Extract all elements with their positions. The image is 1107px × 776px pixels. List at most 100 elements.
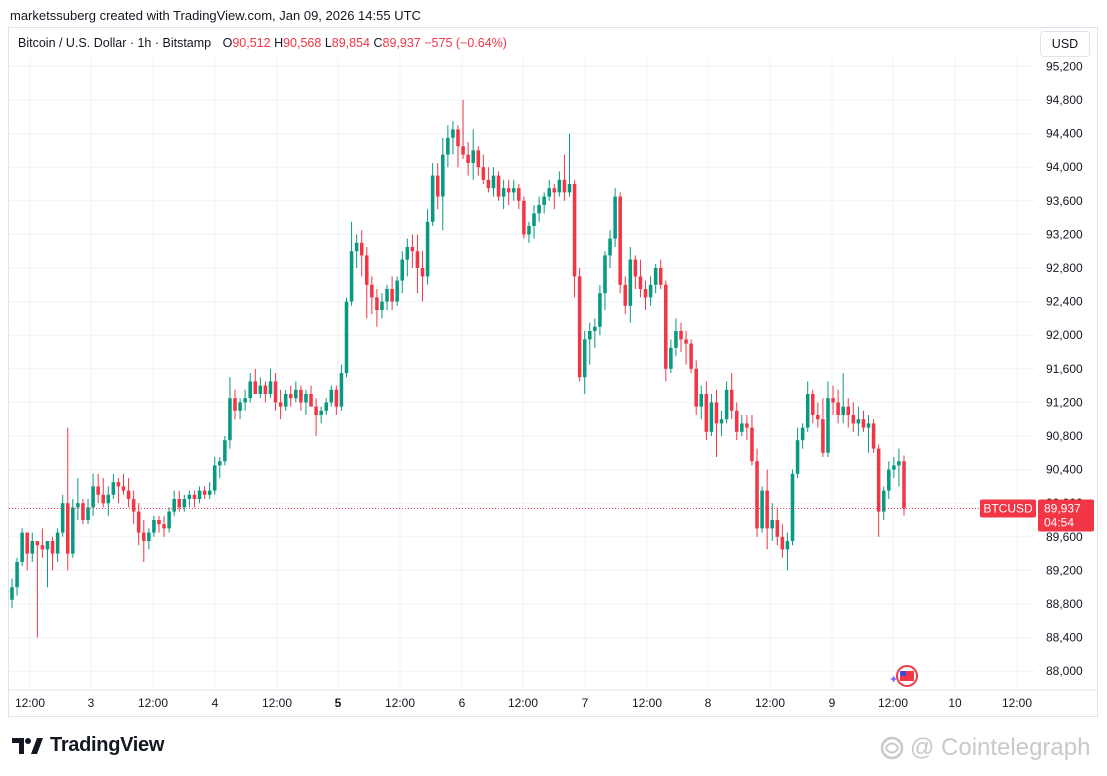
- open-value: 90,512: [232, 36, 271, 50]
- candle-body: [532, 213, 536, 226]
- candle-body: [253, 381, 258, 394]
- low-label: L: [324, 36, 332, 50]
- candle-body: [582, 339, 587, 378]
- x-tick-label: 8: [705, 696, 712, 710]
- currency-button[interactable]: USD: [1040, 31, 1090, 57]
- close-label: C: [373, 36, 383, 50]
- low-value: 89,854: [331, 36, 370, 50]
- candle-body: [329, 389, 334, 403]
- candle-body: [755, 461, 759, 529]
- candle-body: [15, 562, 19, 588]
- candle-body: [415, 251, 420, 268]
- candle-body: [349, 251, 354, 302]
- candle-body: [96, 486, 100, 495]
- candle-body: [618, 196, 622, 285]
- candle-body: [709, 402, 714, 432]
- candle-body: [704, 394, 709, 432]
- candle-body: [856, 419, 861, 424]
- candle-body: [785, 541, 790, 550]
- candle-body: [50, 541, 55, 554]
- candle-body: [25, 532, 29, 554]
- candle-body: [91, 486, 95, 508]
- candle-body: [638, 276, 643, 289]
- candle-body: [648, 284, 653, 298]
- candle-body: [572, 184, 577, 277]
- price-tag-countdown: 04:54: [1044, 515, 1074, 529]
- y-tick-label: 89,600: [1046, 530, 1083, 544]
- tradingview-logo[interactable]: TradingView: [12, 734, 164, 757]
- ohlc-values: O90,512 H90,568 L89,854 C89,937 −575 (−0…: [223, 36, 507, 50]
- candle-body: [496, 175, 501, 197]
- open-label: O: [222, 36, 233, 50]
- candle-body: [207, 490, 212, 495]
- candle-body: [689, 343, 693, 369]
- symbol-tag-label: BTCUSD: [983, 501, 1033, 515]
- candle-body: [628, 259, 633, 306]
- candle-body: [608, 238, 612, 256]
- candle-body: [441, 154, 445, 197]
- candle-body: [147, 532, 151, 541]
- candle-body: [851, 415, 856, 424]
- candle-body: [740, 423, 744, 432]
- candle-body: [395, 280, 399, 302]
- candle-body: [410, 247, 415, 252]
- watermark-text: @ Cointelegraph: [910, 734, 1091, 761]
- candle-body: [780, 536, 785, 550]
- candle-body: [344, 301, 349, 373]
- candle-body: [425, 221, 430, 277]
- candle-body: [511, 188, 516, 193]
- y-tick-label: 92,000: [1046, 328, 1083, 342]
- y-tick-label: 91,600: [1046, 362, 1083, 376]
- symbol-label[interactable]: Bitcoin / U.S. Dollar · 1h · Bitstamp: [18, 36, 212, 50]
- candle-body: [805, 394, 810, 428]
- candle-body: [826, 398, 830, 453]
- candle-body: [699, 394, 704, 407]
- candle-body: [836, 402, 840, 415]
- y-tick-label: 95,200: [1046, 59, 1083, 73]
- candle-body: [10, 587, 14, 600]
- candle-body: [106, 494, 111, 504]
- candle-body: [527, 226, 531, 235]
- candle-body: [729, 389, 734, 411]
- x-tick-label: 4: [212, 696, 219, 710]
- candle-body: [157, 520, 161, 525]
- candle-body: [60, 503, 65, 533]
- candle-body: [557, 179, 562, 193]
- candle-body: [522, 200, 526, 235]
- candle-body: [491, 175, 496, 189]
- candle-body: [101, 494, 106, 504]
- candle-body: [319, 410, 323, 415]
- candle-body: [552, 188, 557, 193]
- candle-body: [71, 507, 75, 554]
- candle-body: [892, 465, 896, 470]
- candle-body: [562, 179, 567, 193]
- x-tick-label: 12:00: [262, 696, 292, 710]
- candle-body: [324, 402, 329, 411]
- chart-caption: marketssuberg created with TradingView.c…: [10, 8, 421, 23]
- candle-body: [136, 511, 141, 533]
- candle-body: [719, 419, 724, 424]
- candle-body: [172, 499, 176, 512]
- candle-body: [800, 427, 805, 441]
- y-tick-label: 92,400: [1046, 295, 1083, 309]
- y-tick-label: 89,200: [1046, 563, 1083, 577]
- candle-body: [866, 423, 871, 428]
- candle-body: [243, 398, 247, 403]
- candle-body: [902, 461, 906, 509]
- economic-event-flag-icon[interactable]: ✦: [889, 665, 918, 687]
- x-tick-label: 12:00: [385, 696, 415, 710]
- candle-body: [861, 419, 866, 428]
- y-tick-label: 93,200: [1046, 227, 1083, 241]
- candle-body: [273, 381, 278, 403]
- candle-body: [775, 520, 780, 537]
- candle-body: [141, 532, 146, 541]
- candle-body: [390, 289, 394, 302]
- y-tick-label: 91,200: [1046, 395, 1083, 409]
- candle-body: [20, 532, 24, 562]
- candle-body: [542, 196, 546, 205]
- candle-body: [471, 150, 475, 163]
- candle-body: [167, 511, 171, 529]
- candle-body: [187, 494, 192, 499]
- candle-body: [897, 461, 901, 466]
